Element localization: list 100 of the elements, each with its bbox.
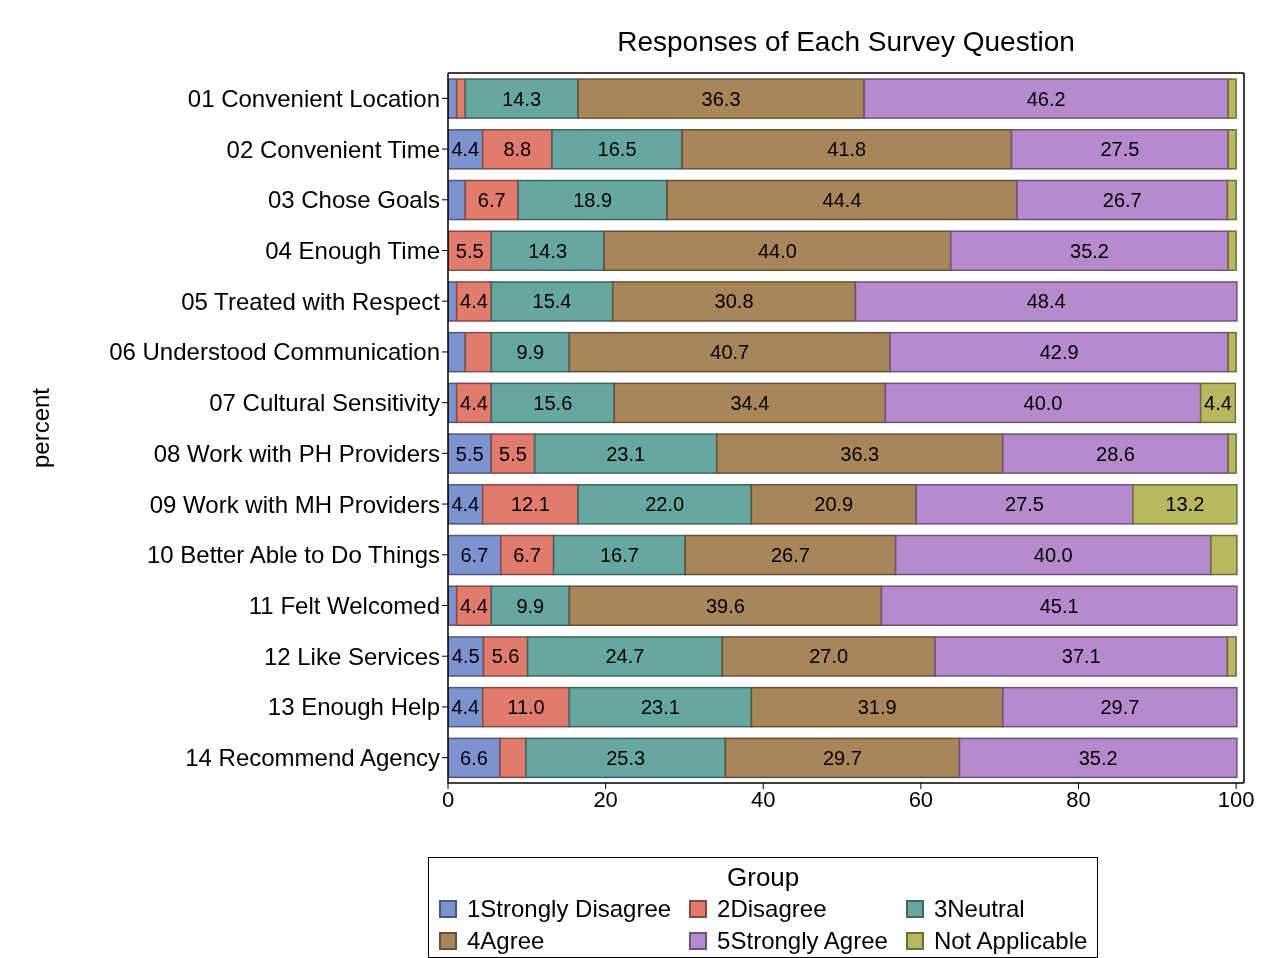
data-label: 4.4 <box>1204 391 1232 414</box>
bar <box>481 484 579 525</box>
bar <box>603 230 952 271</box>
data-label: 8.8 <box>503 138 532 161</box>
legend-label: 1Strongly Disagree <box>467 895 672 923</box>
y-tick-label: 04 Enough Time <box>265 237 440 265</box>
bar <box>863 78 1229 119</box>
bar <box>526 636 724 677</box>
bar <box>568 331 891 373</box>
data-label: 35.2 <box>1078 746 1118 769</box>
data-label: 4.4 <box>451 493 480 516</box>
bar <box>884 382 1202 424</box>
y-tick-label: 13 Enough Help <box>267 693 440 721</box>
data-label: 14.3 <box>502 87 542 110</box>
data-label: 6.7 <box>513 544 542 567</box>
data-label: 4.4 <box>451 138 480 161</box>
data-label: 4.5 <box>451 645 480 668</box>
bar <box>750 686 1004 728</box>
bar <box>934 636 1229 677</box>
bar <box>517 179 668 221</box>
bar <box>613 382 887 424</box>
bar <box>481 686 571 728</box>
data-label: 13.2 <box>1165 493 1205 516</box>
data-label: 20.9 <box>814 493 854 516</box>
x-tick-label: 20 <box>593 786 618 812</box>
bar <box>1227 331 1237 373</box>
bar <box>894 534 1212 576</box>
data-label: 37.1 <box>1061 645 1101 668</box>
data-label: 9.9 <box>516 594 545 617</box>
legend-label: 2Disagree <box>717 895 827 923</box>
bar <box>1132 484 1238 525</box>
bar <box>533 433 718 474</box>
data-label: 6.7 <box>477 189 506 212</box>
data-label: 40.7 <box>710 341 750 364</box>
bar <box>1010 129 1229 170</box>
bar <box>1227 78 1237 119</box>
data-label: 4.4 <box>451 696 480 719</box>
data-label: 22.0 <box>645 493 685 516</box>
bar <box>499 737 527 779</box>
data-label: 34.4 <box>730 391 770 414</box>
data-label: 5.5 <box>455 442 484 465</box>
data-label: 12.1 <box>510 493 550 516</box>
bar <box>481 129 553 170</box>
data-label: 5.6 <box>491 645 520 668</box>
legend-label: 5Strongly Agree <box>717 927 888 955</box>
bar <box>666 179 1018 221</box>
data-label: 11.0 <box>507 696 545 719</box>
y-tick-label: 07 Cultural Sensitivity <box>209 389 440 417</box>
bar <box>577 484 753 525</box>
y-tick-label: 10 Better Able to Do Things <box>146 541 440 569</box>
data-label: 27.5 <box>1005 493 1044 516</box>
bar <box>721 636 936 677</box>
data-label: 27.0 <box>809 645 849 668</box>
bar <box>1210 534 1238 576</box>
bar <box>490 230 605 271</box>
data-label: 6.6 <box>460 746 488 769</box>
bar <box>915 484 1134 525</box>
bar <box>1226 636 1237 677</box>
bar <box>854 281 1238 322</box>
data-label: 9.9 <box>516 341 545 364</box>
bar <box>716 433 1004 474</box>
y-tick-label: 03 Chose Goals <box>267 186 440 214</box>
bar <box>750 484 917 525</box>
y-tick-label: 06 Understood Communication <box>109 338 440 366</box>
data-label: 15.4 <box>532 290 572 313</box>
bar <box>724 737 961 779</box>
data-label: 6.7 <box>460 544 489 567</box>
legend-label: 4Agree <box>467 927 545 955</box>
bar <box>455 78 467 119</box>
data-label: 36.3 <box>840 442 880 465</box>
data-label: 45.1 <box>1039 594 1079 617</box>
data-label: 16.7 <box>599 544 639 567</box>
data-label: 4.4 <box>460 391 488 414</box>
data-label: 44.4 <box>822 189 862 212</box>
bar <box>611 281 857 322</box>
y-tick-label: 01 Convenient Location <box>187 84 440 112</box>
y-tick-label: 02 Convenient Time <box>226 135 440 163</box>
y-tick-label: 09 Work with MH Providers <box>149 490 440 518</box>
x-tick-label: 0 <box>441 786 455 812</box>
data-label: 41.8 <box>827 138 867 161</box>
data-label: 40.0 <box>1023 391 1063 414</box>
data-label: 36.3 <box>701 87 741 110</box>
data-label: 39.6 <box>705 594 745 617</box>
y-tick-label: 12 Like Services <box>263 642 440 670</box>
data-label: 23.1 <box>640 696 680 719</box>
data-label: 31.9 <box>857 696 897 719</box>
bar <box>464 78 579 119</box>
bar <box>950 230 1229 271</box>
bar <box>1016 179 1229 221</box>
data-label: 4.4 <box>460 290 488 313</box>
bar <box>490 331 571 373</box>
data-label: 30.8 <box>714 290 754 313</box>
bar <box>1227 230 1237 271</box>
data-label: 4.4 <box>460 594 488 617</box>
data-label: 27.5 <box>1100 138 1140 161</box>
bar <box>1227 129 1237 170</box>
data-label: 25.3 <box>606 746 646 769</box>
bar <box>1226 179 1237 221</box>
legend-title: Group <box>726 862 801 893</box>
legend-label: Not Applicable <box>933 927 1088 955</box>
